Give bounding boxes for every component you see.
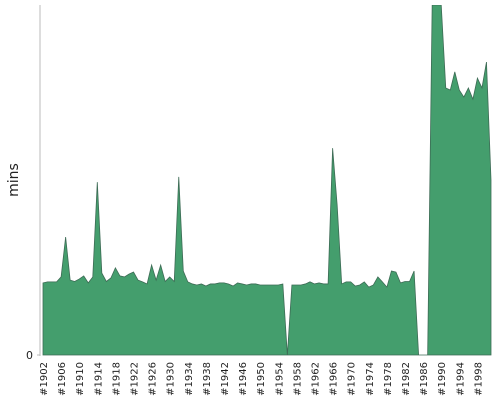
x-tick-label: #1934: [184, 362, 195, 396]
x-tick-label: #1998: [473, 362, 484, 396]
x-tick-label: #1962: [311, 362, 322, 396]
x-tick-label: #1914: [93, 362, 104, 396]
x-tick-label: #1974: [365, 362, 376, 396]
y-tick-label: 0: [26, 349, 33, 362]
x-tick-label: #1902: [39, 362, 50, 396]
y-axis-label: mins: [6, 163, 22, 197]
x-tick-label: #1922: [130, 362, 141, 396]
plot-area: [42, 5, 492, 356]
x-tick-label: #1954: [274, 362, 285, 396]
area: [42, 5, 492, 356]
x-tick-label: #1910: [75, 362, 86, 396]
x-tick-label: #1946: [238, 362, 249, 396]
x-tick-label: #1918: [111, 362, 122, 396]
x-tick-label: #1978: [383, 362, 394, 396]
x-tick-label: #1950: [256, 362, 267, 396]
x-tick-label: #1938: [202, 362, 213, 396]
x-tick-label: #1970: [347, 362, 358, 396]
x-tick-label: #1906: [57, 362, 68, 396]
x-tick-label: #1982: [401, 362, 412, 396]
x-tick-label: #1986: [419, 362, 430, 396]
x-tick-label: #1966: [329, 362, 340, 396]
x-tick-label: #1926: [148, 362, 159, 396]
x-tick-label: #1990: [437, 362, 448, 396]
x-tick-label: #1958: [292, 362, 303, 396]
x-tick-label: #1930: [166, 362, 177, 396]
x-tick-label: #1994: [455, 362, 466, 396]
x-tick-label: #1942: [220, 362, 231, 396]
